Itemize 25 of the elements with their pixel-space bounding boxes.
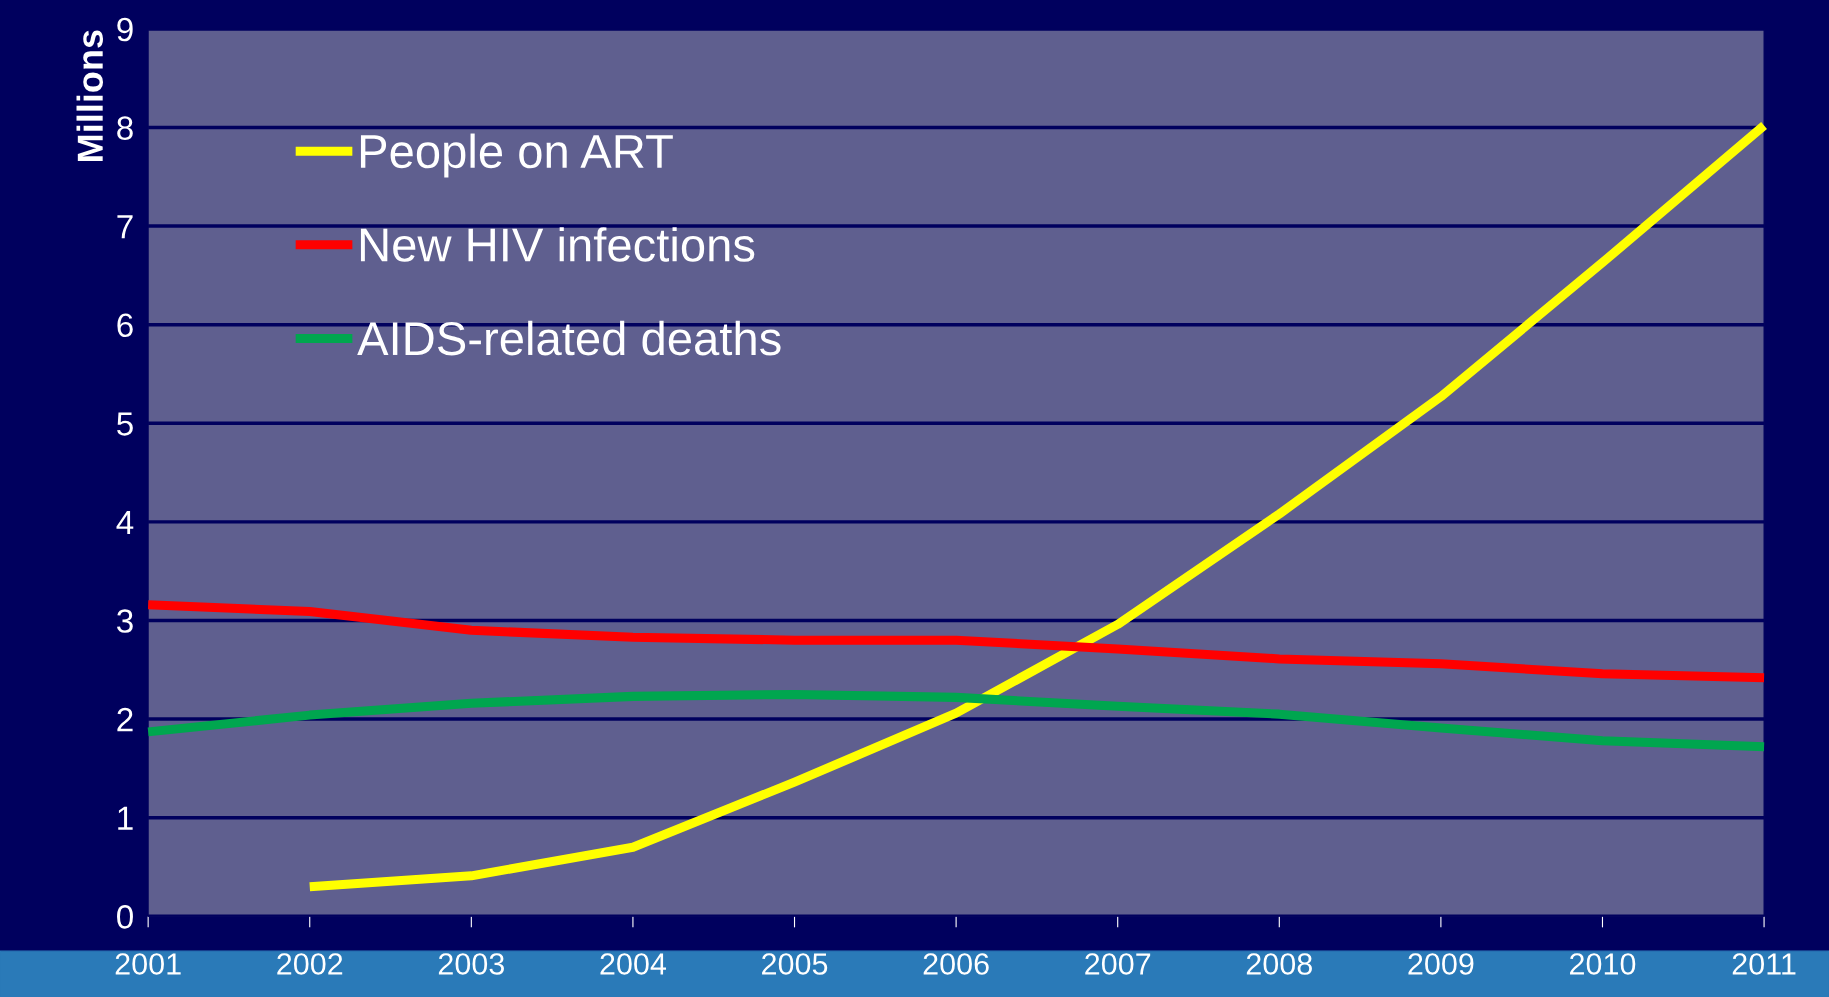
y-tick-label: 9	[117, 17, 133, 42]
y-tick-label: 7	[117, 215, 133, 239]
y-tick-label: 3	[116, 609, 133, 633]
x-tick-label: 2003	[438, 953, 504, 975]
y-tick-label: 8	[117, 116, 133, 140]
y-tick-label: 2	[117, 707, 133, 732]
legend-label: AIDS-related deaths	[357, 320, 781, 356]
x-tick-label: 2004	[600, 953, 667, 975]
x-tick-label: 2002	[277, 953, 343, 975]
y-tick-label: 4	[116, 511, 134, 534]
x-tick-label: 2010	[1570, 953, 1636, 975]
x-tick-label: 2008	[1246, 953, 1312, 975]
legend-label: People on ART	[360, 133, 673, 178]
x-tick-label: 2009	[1408, 953, 1474, 975]
y-tick-label: 5	[117, 412, 133, 436]
x-tick-label: 2011	[1732, 953, 1796, 975]
y-tick-label: 1	[118, 806, 133, 830]
y-tick-label: 0	[117, 905, 133, 929]
legend-label: New HIV infections	[360, 227, 755, 262]
x-tick-label: 2001	[115, 953, 181, 975]
y-axis-title: Millions	[76, 30, 104, 161]
x-tick-label: 2006	[923, 953, 989, 975]
x-tick-label: 2005	[762, 953, 828, 975]
x-tick-label: 2007	[1085, 953, 1151, 975]
y-tick-label: 6	[117, 313, 133, 338]
